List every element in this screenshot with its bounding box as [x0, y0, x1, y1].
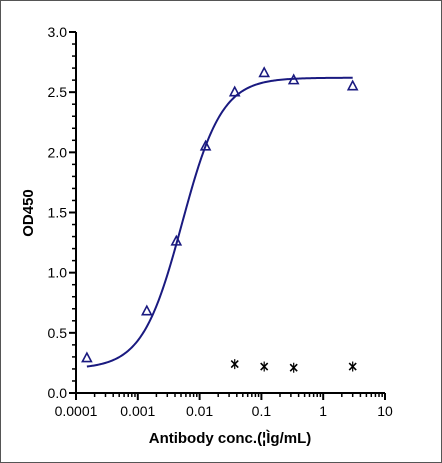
y-tick-label: 1.5 — [48, 205, 68, 221]
x-tick-label: 0.01 — [186, 403, 213, 419]
x-axis-label: Antibody conc.(¦Ìg/mL) — [149, 430, 312, 447]
triangle-marker — [199, 139, 212, 151]
fit-curve — [86, 76, 353, 368]
cross-marker — [348, 361, 357, 372]
y-tick-label: 1.0 — [48, 265, 68, 281]
cross-marker — [230, 359, 239, 370]
triangle-marker — [228, 85, 241, 97]
data-markers — [81, 66, 359, 373]
triangle-marker — [170, 234, 183, 246]
triangle-marker — [258, 66, 271, 78]
cross-marker — [289, 362, 298, 373]
x-axis: 0.0001 0.001 0.01 0.1 1 10 — [55, 392, 393, 419]
cross-marker — [260, 361, 269, 372]
triangle-marker — [346, 79, 359, 91]
y-tick-label: 3.0 — [48, 24, 68, 40]
x-tick-label: 0.001 — [120, 403, 155, 419]
triangle-marker — [141, 304, 153, 316]
fit-curve-path — [86, 76, 353, 368]
y-tick-label: 2.5 — [48, 84, 68, 100]
y-axis-label: OD450 — [20, 189, 37, 237]
y-tick-label: 0.0 — [48, 385, 68, 401]
x-tick-label: 0.0001 — [55, 403, 98, 419]
y-axis: 0.0 0.5 1.0 1.5 2.0 2.5 3.0 — [48, 24, 77, 401]
y-tick-label: 2.0 — [48, 144, 68, 160]
triangle-marker — [287, 73, 300, 85]
x-tick-label: 0.1 — [252, 403, 272, 419]
x-tick-label: 10 — [377, 403, 393, 419]
triangle-marker — [81, 351, 93, 363]
y-tick-label: 0.5 — [48, 325, 68, 341]
x-tick-label: 1 — [319, 403, 327, 419]
